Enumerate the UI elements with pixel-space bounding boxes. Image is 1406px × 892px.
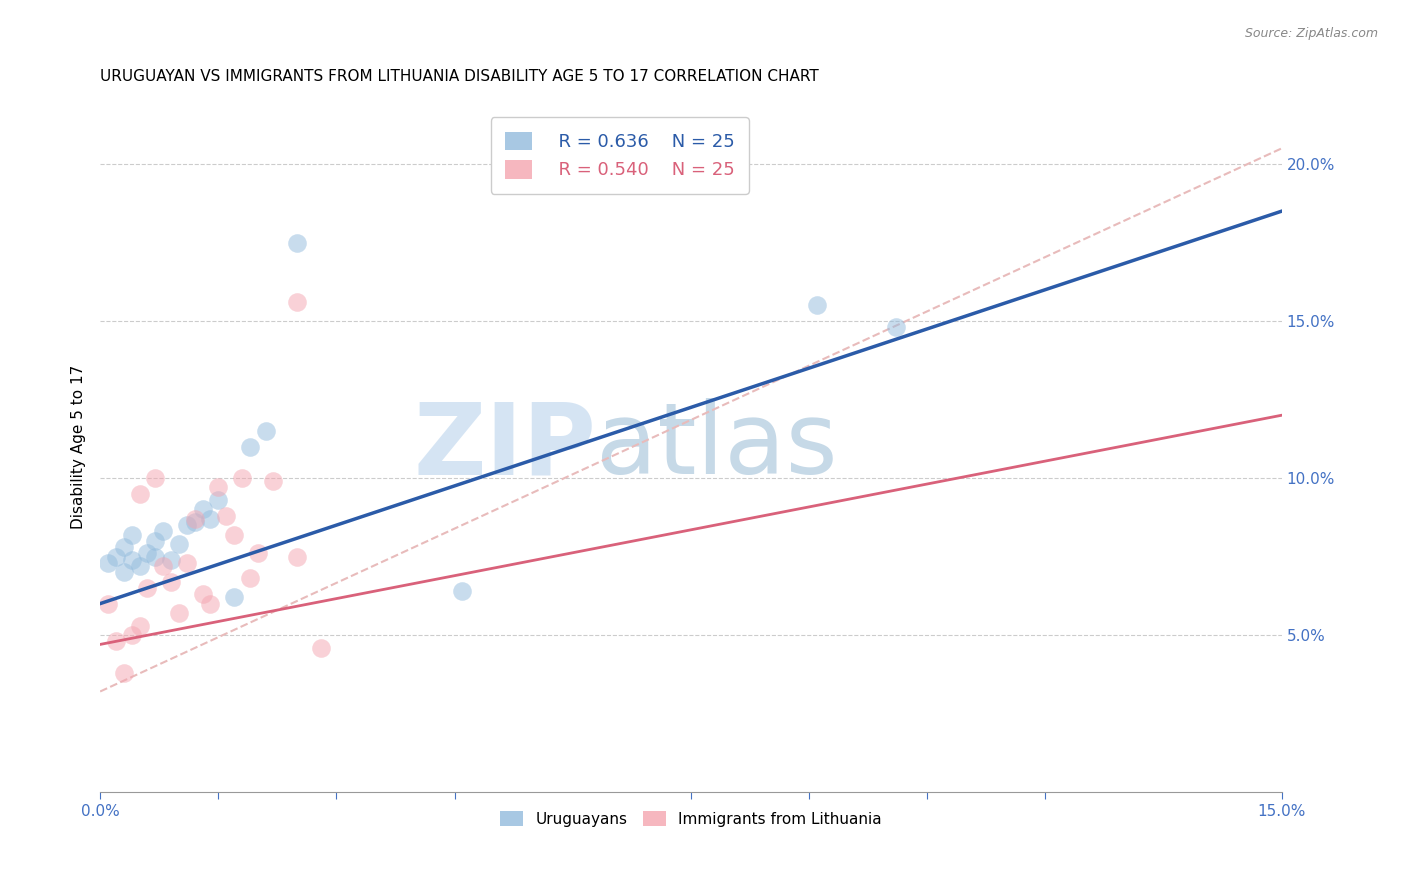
Point — [143, 533, 166, 548]
Point — [183, 515, 205, 529]
Point — [200, 512, 222, 526]
Point — [97, 597, 120, 611]
Legend: Uruguayans, Immigrants from Lithuania: Uruguayans, Immigrants from Lithuania — [494, 805, 887, 832]
Point — [200, 597, 222, 611]
Point — [239, 572, 262, 586]
Point — [112, 665, 135, 680]
Text: Source: ZipAtlas.com: Source: ZipAtlas.com — [1244, 27, 1378, 40]
Point — [143, 471, 166, 485]
Point — [128, 558, 150, 573]
Point — [152, 524, 174, 539]
Point — [167, 606, 190, 620]
Point — [191, 587, 214, 601]
Point — [207, 480, 229, 494]
Point — [806, 298, 828, 312]
Point — [239, 440, 262, 454]
Point — [121, 628, 143, 642]
Point — [176, 556, 198, 570]
Point — [160, 574, 183, 589]
Point — [143, 549, 166, 564]
Point — [231, 471, 253, 485]
Point — [112, 540, 135, 554]
Point — [246, 546, 269, 560]
Text: atlas: atlas — [596, 398, 838, 495]
Point — [451, 584, 474, 599]
Point — [104, 549, 127, 564]
Point — [285, 235, 308, 250]
Text: URUGUAYAN VS IMMIGRANTS FROM LITHUANIA DISABILITY AGE 5 TO 17 CORRELATION CHART: URUGUAYAN VS IMMIGRANTS FROM LITHUANIA D… — [100, 69, 818, 84]
Point — [152, 558, 174, 573]
Point — [121, 552, 143, 566]
Point — [104, 634, 127, 648]
Point — [176, 518, 198, 533]
Point — [128, 487, 150, 501]
Point — [285, 549, 308, 564]
Point — [167, 537, 190, 551]
Point — [262, 474, 284, 488]
Point — [254, 424, 277, 438]
Point — [121, 527, 143, 541]
Point — [128, 618, 150, 632]
Point — [884, 320, 907, 334]
Point — [112, 566, 135, 580]
Point — [160, 552, 183, 566]
Y-axis label: Disability Age 5 to 17: Disability Age 5 to 17 — [72, 365, 86, 529]
Text: ZIP: ZIP — [413, 398, 596, 495]
Point — [97, 556, 120, 570]
Point — [215, 508, 238, 523]
Point — [222, 591, 245, 605]
Point — [207, 493, 229, 508]
Point — [183, 512, 205, 526]
Point — [285, 295, 308, 310]
Point — [222, 527, 245, 541]
Point — [136, 546, 159, 560]
Point — [191, 502, 214, 516]
Point — [136, 581, 159, 595]
Point — [309, 640, 332, 655]
